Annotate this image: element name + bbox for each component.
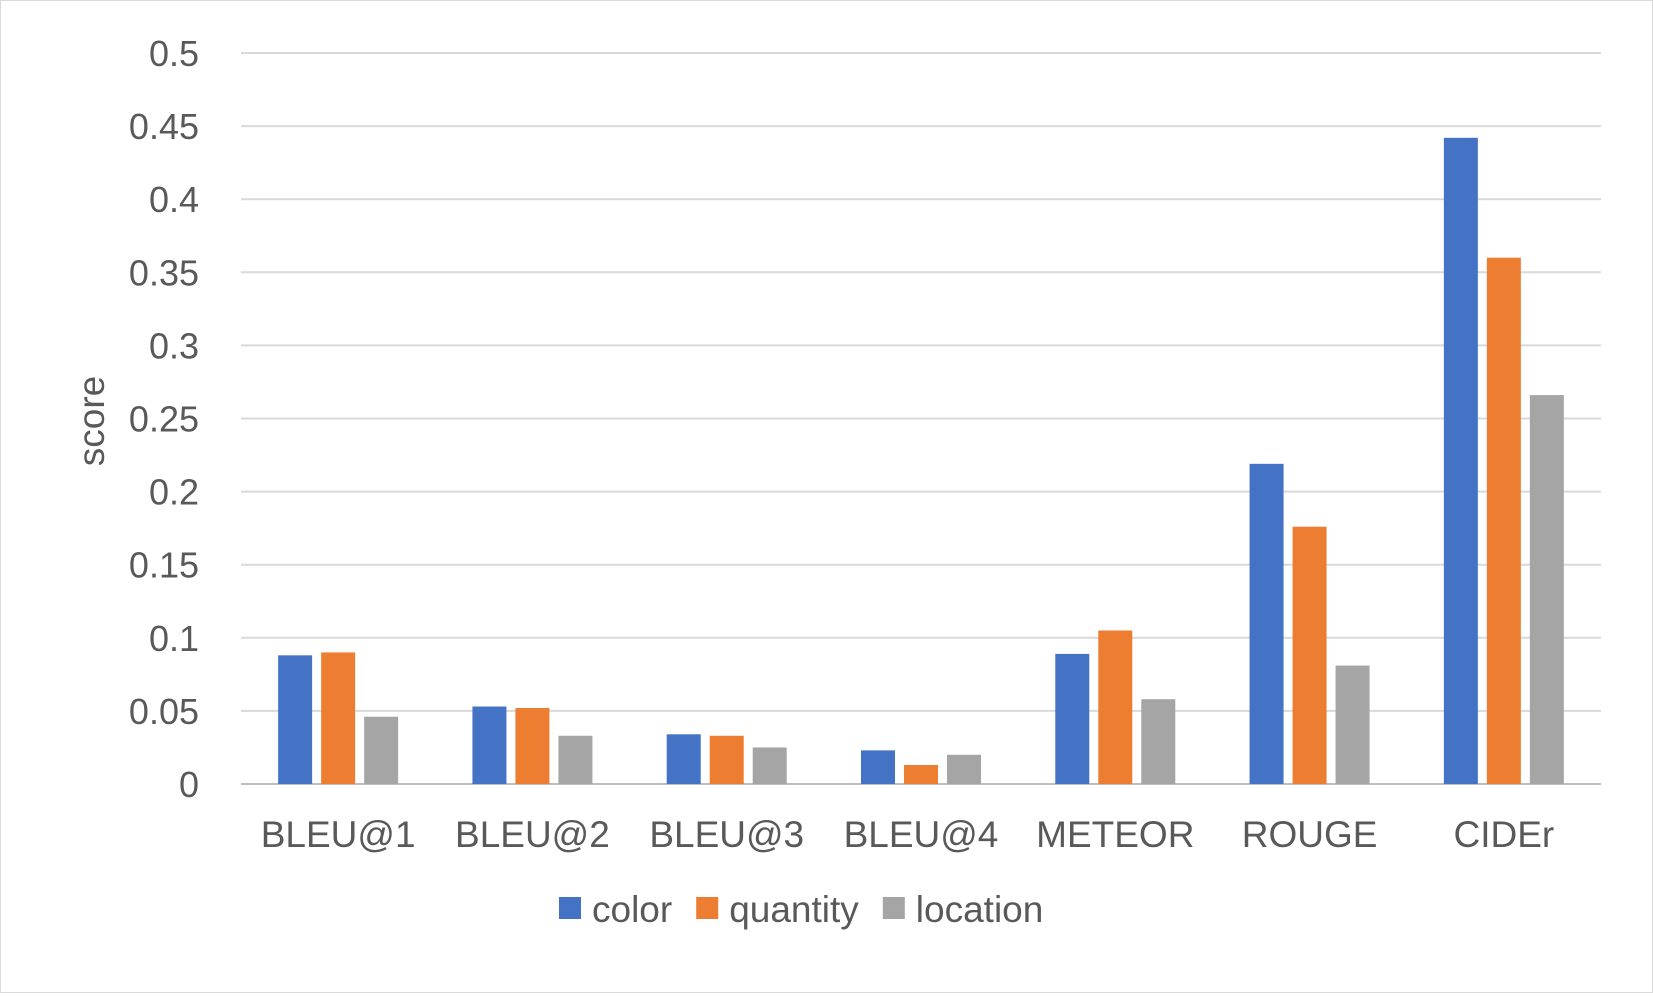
bar-color-bleu-4 (861, 750, 895, 784)
y-tick-label: 0.05 (129, 691, 199, 732)
bar-location-rouge (1335, 665, 1370, 784)
bar-location-cider (1529, 395, 1564, 784)
bar-location-bleu-4 (947, 754, 981, 784)
y-tick-label: 0.15 (129, 545, 199, 586)
bar-location-bleu-1 (364, 716, 399, 784)
bar-color-bleu-1 (278, 655, 313, 784)
y-axis-ticks: 0 0.05 0.1 0.15 0.2 0.25 0.3 0.35 0.4 0.45 0.5 (129, 33, 199, 805)
y-tick-label: 0.2 (149, 472, 199, 513)
y-tick-label: 0.5 (149, 33, 199, 74)
bars (278, 137, 1564, 784)
legend-swatch-quantity (696, 897, 719, 919)
legend-swatch-color (559, 897, 581, 919)
y-axis-label: score (71, 376, 112, 466)
legend: color quantity location (559, 889, 1043, 930)
y-tick-label: 0.3 (149, 325, 199, 366)
bar-quantity-rouge (1292, 526, 1327, 784)
bar-color-bleu-3 (666, 734, 701, 784)
bar-color-bleu-2 (472, 706, 507, 784)
legend-label-quantity: quantity (729, 889, 859, 930)
legend-swatch-location (882, 897, 905, 919)
bar-quantity-meteor (1098, 630, 1133, 784)
x-tick-label: BLEU@4 (844, 814, 999, 855)
y-tick-label: 0.4 (149, 179, 199, 220)
x-tick-label: ROUGE (1242, 814, 1378, 855)
legend-label-location: location (916, 889, 1044, 930)
x-tick-label: METEOR (1036, 814, 1194, 855)
bar-quantity-cider (1486, 257, 1521, 784)
bar-location-bleu-3 (752, 747, 787, 784)
bar-quantity-bleu-4 (904, 764, 938, 784)
x-tick-label: BLEU@3 (649, 814, 804, 855)
bar-quantity-bleu-3 (709, 735, 744, 784)
gridlines (241, 52, 1601, 785)
legend-label-color: color (592, 889, 672, 930)
y-tick-label: 0.1 (149, 618, 199, 659)
bar-color-meteor (1055, 653, 1090, 784)
y-tick-label: 0.35 (129, 252, 199, 293)
bar-location-bleu-2 (558, 735, 593, 784)
y-tick-label: 0 (179, 764, 199, 805)
y-tick-label: 0.45 (129, 106, 199, 147)
y-tick-label: 0.25 (129, 399, 199, 440)
bar-quantity-bleu-2 (515, 707, 550, 784)
x-tick-label: CIDEr (1453, 814, 1554, 855)
bar-color-rouge (1249, 463, 1284, 784)
bar-quantity-bleu-1 (321, 652, 356, 784)
bar-color-cider (1443, 137, 1478, 784)
x-tick-label: BLEU@2 (455, 814, 610, 855)
x-axis-ticks: BLEU@1 BLEU@2 BLEU@3 BLEU@4 METEOR ROUGE CIDEr (261, 814, 1554, 855)
bar-location-meteor (1141, 699, 1176, 784)
x-tick-label: BLEU@1 (261, 814, 416, 855)
